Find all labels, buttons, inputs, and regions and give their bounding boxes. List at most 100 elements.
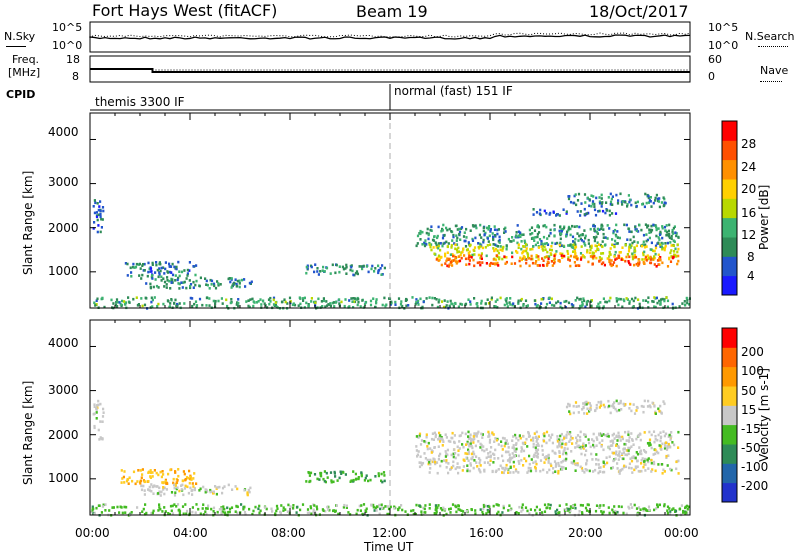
power-scatter-cell (146, 274, 149, 278)
power-scatter-cell (550, 303, 554, 307)
power-scatter-cell (454, 256, 457, 259)
velocity-scatter-cell (628, 507, 631, 510)
power-scatter-cell (358, 265, 361, 268)
velocity-scatter-cell (558, 511, 561, 514)
velocity-scatter-cell (275, 504, 279, 508)
power-scatter-cell (588, 199, 591, 202)
velocity-scatter-cell (427, 462, 430, 466)
velocity-scatter-cell (420, 513, 423, 516)
power-ylabel: Slant Range [km] (21, 170, 35, 275)
power-scatter-cell (628, 198, 632, 202)
power-scatter-cell (674, 306, 677, 309)
power-scatter-cell (513, 305, 516, 308)
velocity-scatter-cell (185, 476, 189, 479)
power-scatter-cell (495, 254, 498, 257)
power-scatter-cell (475, 226, 478, 230)
power-scatter-cell (553, 228, 556, 231)
power-scatter-cell (671, 230, 674, 234)
velocity-scatter-cell (550, 464, 553, 468)
velocity-scatter-cell (524, 441, 527, 445)
velocity-scatter-cell (166, 482, 169, 485)
power-scatter-cell (216, 280, 219, 283)
power-scatter-cell (593, 229, 596, 232)
velocity-scatter-cell (449, 468, 452, 471)
velocity-scatter-cell (659, 439, 662, 443)
velocity-scatter-cell (627, 446, 630, 450)
velocity-scatter-cell (507, 446, 510, 449)
power-scatter-cell (573, 194, 576, 198)
velocity-scatter-cell (518, 505, 521, 509)
power-scatter-cell (512, 302, 515, 305)
power-scatter-cell (609, 262, 612, 265)
velocity-scatter-cell (621, 453, 624, 456)
velocity-scatter-cell (93, 412, 96, 415)
vel-cbar-tick: -50 (741, 441, 761, 455)
power-scatter-cell (588, 251, 591, 255)
power-scatter-cell (655, 225, 658, 229)
power-scatter-cell (156, 304, 159, 308)
power-scatter-cell (560, 229, 563, 233)
velocity-scatter-cell (441, 444, 444, 447)
power-scatter-cell (677, 254, 680, 258)
velocity-scatter-cell (376, 505, 379, 509)
power-scatter-cell (236, 284, 239, 288)
velocity-scatter-cell (416, 455, 419, 458)
velocity-scatter-cell (382, 507, 385, 510)
power-scatter-cell (95, 215, 99, 219)
power-scatter-cell (267, 298, 271, 301)
power-scatter-cell (630, 244, 633, 247)
vel-cbar-tick: 100 (741, 364, 764, 378)
power-scatter-cell (276, 306, 279, 309)
velocity-scatter-cell (150, 511, 153, 515)
velocity-scatter-cell (312, 508, 315, 512)
power-scatter-cell (460, 256, 463, 260)
velocity-scatter-cell (332, 480, 335, 484)
velocity-scatter-cell (521, 508, 524, 512)
velocity-scatter-cell (462, 445, 465, 449)
velocity-scatter-cell (308, 480, 311, 484)
velocity-scatter-cell (561, 438, 564, 442)
power-scatter-cell (569, 227, 572, 231)
velocity-scatter-cell (188, 481, 191, 485)
velocity-scatter-cell (558, 455, 561, 458)
power-scatter-cell (611, 203, 614, 206)
velocity-scatter-cell (673, 443, 676, 447)
velocity-scatter-cell (540, 444, 544, 448)
power-scatter-cell (640, 244, 643, 248)
power-scatter-cell (143, 303, 147, 307)
power-scatter-cell (518, 259, 521, 263)
power-scatter-cell (235, 285, 238, 288)
velocity-scatter-cell (443, 509, 446, 512)
power-scatter-cell (654, 224, 657, 227)
power-scatter-cell (665, 296, 668, 299)
power-scatter-cell (573, 247, 576, 251)
power-scatter-cell (424, 239, 427, 242)
velocity-scatter-cell (445, 454, 448, 457)
velocity-scatter-cell (654, 469, 657, 473)
velocity-scatter-cell (508, 460, 511, 464)
velocity-scatter-cell (212, 491, 215, 495)
power-scatter-cell (483, 233, 486, 237)
power-scatter-cell (374, 267, 377, 270)
velocity-scatter-cell (668, 512, 672, 516)
power-scatter-cell (565, 212, 568, 215)
velocity-scatter-cell (139, 469, 142, 472)
velocity-scatter-cell (611, 451, 614, 454)
velocity-scatter-cell (618, 434, 621, 438)
velocity-scatter-cell (535, 505, 538, 509)
velocity-scatter-cell (434, 506, 438, 510)
velocity-scatter-cell (608, 511, 611, 515)
power-scatter-cell (638, 262, 641, 266)
velocity-scatter-cell (221, 491, 224, 495)
velocity-colorbar-cell (722, 482, 737, 503)
velocity-scatter-cell (682, 509, 685, 513)
velocity-scatter-cell (410, 509, 413, 513)
power-scatter-cell (538, 306, 541, 310)
velocity-scatter-cell (481, 433, 484, 436)
power-scatter-cell (493, 262, 497, 266)
velocity-scatter-cell (654, 411, 657, 415)
power-scatter-cell (663, 246, 666, 250)
power-scatter-cell (664, 242, 667, 245)
power-scatter-cell (112, 302, 115, 305)
nave-legend-line (760, 81, 782, 82)
